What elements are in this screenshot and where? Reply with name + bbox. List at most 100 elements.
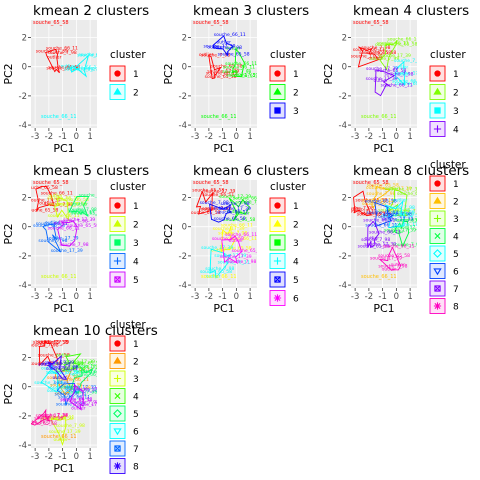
point-label: souche_66_11 [225,232,257,238]
point-label: souche_65_58 [71,211,103,217]
scatter-cloud: souche_65_58souche_66_11outliersouche_17… [31,185,103,254]
plot-panel [191,20,257,128]
legend-label: 3 [453,107,459,117]
x-tick-label: 0 [394,132,399,142]
point-label: souche_66_11 [48,213,80,219]
point-label-bottom: souche_66_11 [41,434,77,440]
y-tick-label: 2 [182,34,187,44]
point-label: souche_7_98 [34,380,63,386]
point-label: souche_65_58 [200,269,232,275]
plot-panel [31,340,97,448]
point-label: souche_17_39 [64,385,96,391]
scatter-cloud: souche_65_58souche_66_11outliersouche_17… [199,32,257,80]
legend-item-4: 4 [429,121,459,137]
point-label: souche_17_39 [37,340,69,346]
legend-item-5: 5 [429,245,459,262]
legend-title: cluster [430,159,466,171]
point-label: souche_7_98 [70,400,99,406]
point-label: souche_66_11 [391,209,423,215]
point-label: souche_66_11 [223,65,255,71]
chart-title: kmean 6 clusters [193,163,309,179]
cluster-hull-10 [31,408,51,426]
point-label: souche_65_58 [38,352,70,358]
point-label: souche_66_11 [202,192,234,198]
point-label: outlier [375,42,390,48]
x-axis-label: PC1 [373,302,394,315]
cluster-hull-1 [38,340,59,367]
y-axis-label: PC2 [322,63,335,84]
legend-label: 7 [133,445,139,455]
point-label-bottom: souche_66_11 [361,114,397,120]
legend-marker-diamond [433,249,442,258]
point-label: souche_66_11 [61,367,93,373]
point-label: outlier [201,207,216,213]
legend-item-6: 6 [429,263,459,279]
legend-marker-boxx [274,276,281,283]
legend-title: cluster [110,181,146,193]
legend-label: 2 [133,89,139,99]
point-label: souche_66_11 [46,366,78,372]
chart-title: kmean 10 clusters [33,323,158,339]
x-tick-label: 1 [247,132,252,142]
legend-label: 8 [133,463,139,473]
point-label: souche_66_11 [206,71,238,77]
legend-label: 2 [293,221,299,231]
legend-label: 2 [293,89,299,99]
x-axis-label: PC1 [53,142,74,155]
point-label: outlier [229,238,244,244]
cluster-hull-5 [209,203,232,223]
legend-label: 3 [453,215,459,225]
legend-item-1: 1 [109,65,139,82]
point-label: souche_66_11 [216,209,248,215]
x-axis-label: PC1 [373,142,394,155]
point-label: souche_65_58 [33,223,65,229]
legend-item-2: 2 [429,84,459,100]
legend-marker-circle [114,202,121,209]
point-label: outlier [48,193,63,199]
legend-marker-triangle [273,87,282,95]
point-label-bottom: souche_66_11 [201,114,237,120]
point-label: souche_17_39 [219,194,251,200]
legend-label: 2 [133,221,139,231]
point-label: outlier [45,220,60,226]
point-label: souche_65_58 [365,198,397,204]
point-label: souche_66_11 [398,218,430,224]
legend-label: 1 [133,340,139,350]
y-tick-label: -4 [179,281,187,291]
cluster-hull-7 [367,220,380,249]
legend-marker-cross [434,233,441,239]
legend-label: 4 [453,126,459,136]
cluster-hull-2 [53,196,70,222]
y-tick-label: 2 [22,354,27,364]
point-label: souche_66_11 [58,395,90,401]
cluster-hull-3 [387,189,408,217]
point-label: souche_65_58 [359,50,391,56]
point-label: souche_65_58 [220,246,252,252]
legend-marker-star [433,302,442,310]
point-label: souche_65_58 [358,244,390,250]
legend-label: 5 [453,250,459,260]
point-label: outlier [366,185,381,191]
x-tick-label: -3 [191,292,199,302]
point-label: outlier [41,339,56,345]
point-label-top: souche_65_58 [33,20,69,26]
point-label: souche_66_11 [225,61,257,67]
legend-marker-plus [273,257,282,265]
point-label: souche_66_11 [221,223,253,229]
point-label: outlier [53,437,68,443]
legend-item-4: 4 [429,228,459,244]
point-label: souche_17_39 [49,429,81,435]
point-label: souche_65_58 [395,81,427,87]
point-label: souche_17_39 [380,186,412,192]
legend-marker-triangle [113,219,122,227]
point-label: souche_7_98 [68,207,97,213]
legend-label: 1 [293,202,299,212]
legend-item-1: 1 [429,175,459,192]
legend-item-2: 2 [109,216,139,232]
point-label: souche_66_11 [61,397,93,403]
point-label: souche_7_98 [383,212,412,218]
point-label: souche_17_39 [51,248,83,254]
legend-label: 2 [453,198,459,208]
